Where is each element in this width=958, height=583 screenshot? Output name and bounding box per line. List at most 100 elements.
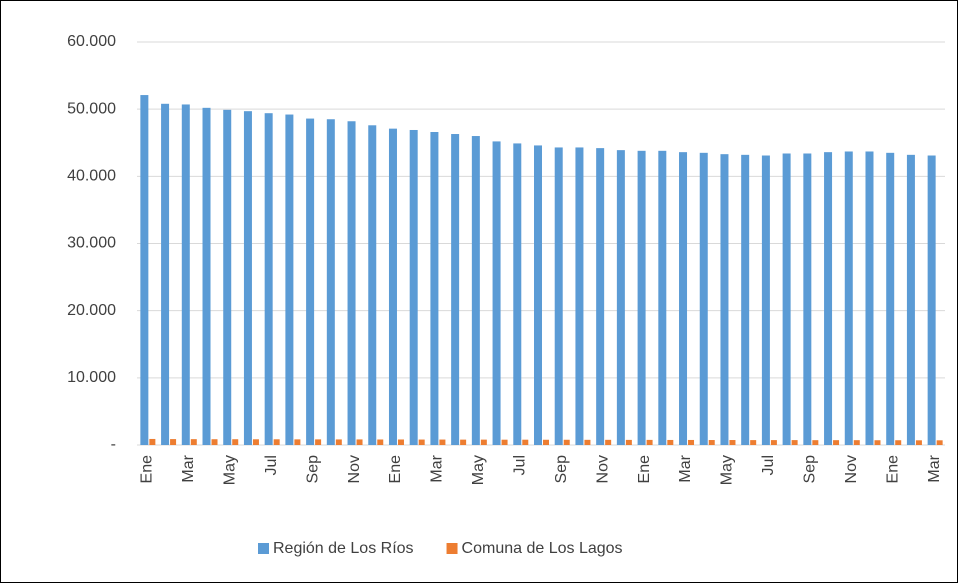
bar: [563, 439, 570, 445]
bar: [637, 150, 646, 445]
bar: [791, 440, 798, 445]
x-tick-label: Jul: [512, 455, 529, 475]
x-tick-label: Jul: [760, 455, 777, 475]
x-tick-label: Sep: [304, 455, 321, 484]
bar: [729, 440, 736, 445]
bar: [770, 440, 777, 445]
bar: [347, 121, 356, 446]
x-tick-label: Jul: [263, 455, 280, 475]
bar: [451, 134, 460, 446]
bar: [543, 439, 549, 445]
y-tick-label: 40.000: [67, 168, 116, 185]
bar: [708, 440, 715, 445]
bar: [646, 439, 653, 445]
bar: [409, 129, 418, 445]
y-tick-label: -: [111, 436, 116, 453]
bar: [750, 440, 757, 445]
bar: [439, 439, 446, 445]
bar: [480, 439, 487, 445]
bar: [720, 154, 729, 445]
bar: [306, 118, 315, 445]
bar: [356, 439, 363, 445]
bar: [252, 439, 259, 445]
bar: [223, 109, 232, 446]
bar: [761, 155, 770, 446]
bar: [927, 155, 936, 446]
bar: [418, 439, 425, 445]
bar: [202, 107, 211, 445]
bar: [522, 439, 529, 445]
bar: [741, 154, 750, 445]
x-tick-label: Ene: [387, 455, 404, 484]
bar: [616, 150, 625, 445]
bar: [140, 95, 149, 445]
legend-swatch: [258, 543, 269, 554]
bar: [699, 152, 708, 445]
bar: [264, 113, 273, 446]
bar: [844, 151, 853, 445]
bar: [833, 440, 840, 445]
bar: [874, 440, 881, 445]
legend-label: Comuna de Los Lagos: [462, 540, 623, 557]
x-tick-label: Nov: [346, 455, 363, 483]
bar: [803, 153, 812, 445]
bar: [294, 439, 301, 445]
bar: [377, 439, 384, 445]
bar: [315, 439, 322, 445]
bar: [181, 104, 190, 445]
x-tick-label: Nov: [594, 455, 611, 483]
bar: [824, 152, 833, 446]
y-tick-label: 10.000: [67, 369, 116, 386]
bar: [335, 439, 342, 445]
bar: [865, 151, 874, 445]
bar: [596, 148, 605, 445]
bar: [534, 145, 542, 446]
bar: [575, 147, 584, 445]
bar: [149, 438, 156, 445]
bar: [886, 152, 895, 445]
bar: [688, 439, 695, 445]
y-tick-label: 50.000: [67, 100, 116, 117]
x-tick-label: May: [221, 455, 238, 485]
x-tick-label: Mar: [926, 454, 943, 482]
x-tick-label: Ene: [884, 455, 901, 484]
bar: [232, 439, 239, 445]
bar: [273, 439, 280, 445]
legend-swatch: [446, 543, 458, 554]
bar: [513, 143, 522, 445]
bar: [812, 440, 819, 445]
x-tick-label: Sep: [553, 455, 570, 484]
bar: [625, 439, 632, 445]
bar: [368, 125, 377, 445]
y-tick-label: 30.000: [67, 235, 116, 252]
x-tick-label: Nov: [843, 455, 860, 483]
bar: [190, 439, 197, 445]
x-tick-label: Mar: [180, 454, 197, 482]
x-tick-label: Ene: [139, 455, 156, 484]
bar: [243, 111, 252, 445]
bar: [936, 440, 943, 445]
bar: [895, 440, 902, 445]
x-tick-label: Sep: [802, 455, 819, 484]
bar: [492, 141, 501, 445]
bar: [501, 439, 508, 445]
bar: [554, 147, 563, 445]
bar: [915, 440, 922, 445]
bar: [397, 439, 404, 445]
bar: [679, 152, 688, 446]
bar: [471, 136, 480, 446]
legend-label: Región de Los Ríos: [273, 540, 414, 557]
bar: [667, 439, 674, 445]
x-tick-label: May: [470, 455, 487, 485]
x-tick-label: Mar: [677, 454, 694, 482]
bar: [906, 154, 915, 445]
bar: [782, 153, 791, 445]
bar: [388, 128, 397, 445]
x-tick-label: May: [719, 455, 736, 485]
bar: [460, 439, 467, 445]
bar: [584, 439, 591, 445]
bar: [605, 439, 612, 445]
bar: [211, 439, 218, 445]
bar: [326, 119, 335, 445]
